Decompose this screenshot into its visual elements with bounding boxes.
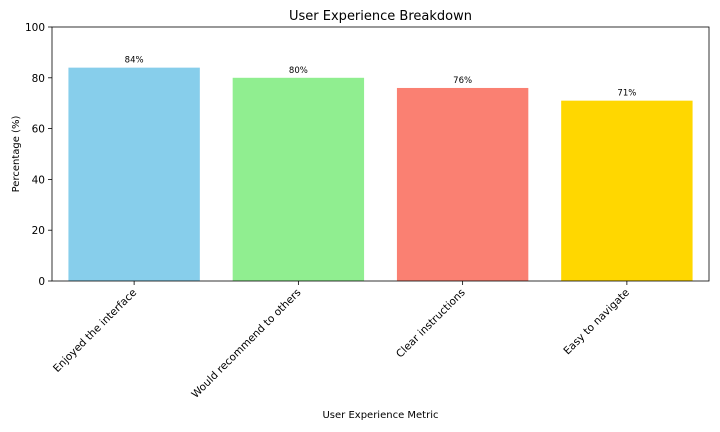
bar-1	[232, 77, 365, 281]
x-tick-label-1: Would recommend to others	[189, 287, 303, 401]
bar-0	[68, 67, 200, 281]
data-label-1: 80%	[289, 66, 308, 76]
data-label-0: 84%	[125, 56, 144, 66]
y-tick-label-3: 60	[32, 124, 45, 136]
y-tick-label-2: 40	[32, 174, 45, 186]
x-tick-label-2: Clear instructions	[394, 287, 468, 361]
y-tick-label-5: 100	[25, 22, 45, 34]
chart-title: User Experience Breakdown	[289, 9, 472, 24]
data-label-3: 71%	[617, 89, 636, 99]
x-tick-label-0: Enjoyed the interface	[51, 287, 139, 375]
y-tick-label-0: 0	[38, 276, 45, 288]
plot-area: 84% Enjoyed the interface 80% Would recomme…	[25, 22, 710, 401]
y-tick-label-4: 80	[32, 73, 45, 85]
x-tick-label-3: Easy to navigate	[561, 287, 632, 358]
bar-3	[561, 100, 693, 281]
x-axis-label: User Experience Metric	[322, 410, 438, 421]
bar-2	[396, 87, 529, 282]
data-label-2: 76%	[453, 76, 472, 86]
axes-frame	[51, 26, 710, 282]
y-tick-label-1: 20	[32, 225, 45, 237]
y-axis-label: Percentage (%)	[11, 116, 22, 193]
